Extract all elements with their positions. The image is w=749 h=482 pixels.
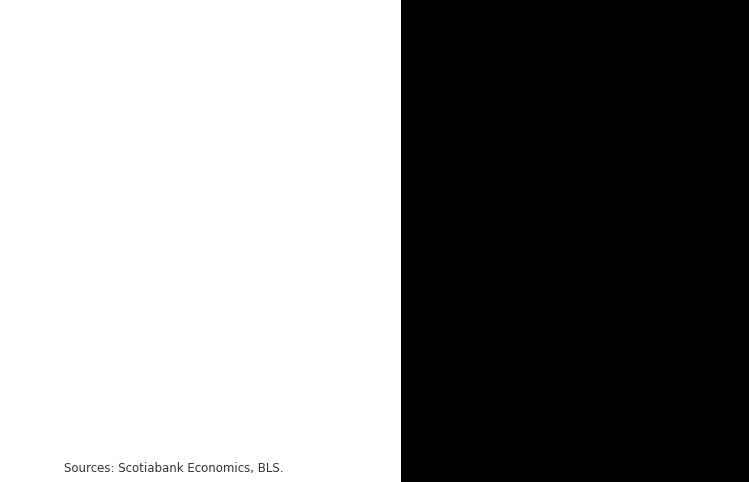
Title: US Airfare: US Airfare — [177, 13, 280, 31]
Text: Sources: Scotiabank Economics, BLS.: Sources: Scotiabank Economics, BLS. — [64, 462, 283, 475]
Text: m/m % change, SA: m/m % change, SA — [73, 50, 193, 63]
